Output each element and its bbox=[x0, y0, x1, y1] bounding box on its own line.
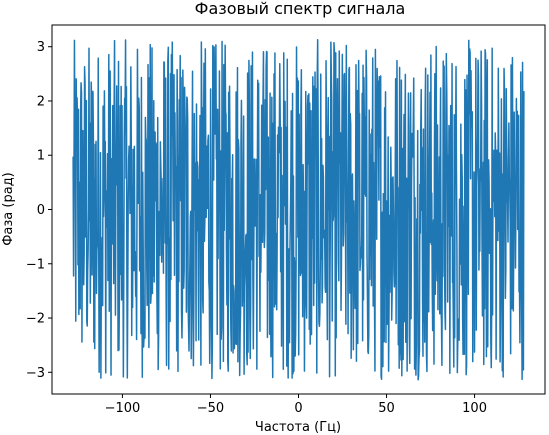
x-tick-label: 0 bbox=[294, 401, 302, 416]
y-tick-label: 0 bbox=[37, 203, 45, 218]
y-axis: −3 −2 −1 0 1 2 3 bbox=[26, 40, 52, 381]
y-tick-label: 1 bbox=[37, 149, 45, 164]
y-tick-label: −2 bbox=[26, 312, 45, 327]
x-tick-label: −50 bbox=[197, 401, 224, 416]
chart-title: Фазовый спектр сигнала bbox=[195, 0, 406, 18]
y-tick-label: −3 bbox=[26, 366, 45, 381]
phase-series-line bbox=[72, 38, 525, 381]
y-tick-label: 3 bbox=[37, 40, 45, 55]
x-tick-label: −100 bbox=[105, 401, 141, 416]
x-tick-label: 100 bbox=[462, 401, 487, 416]
series-layer bbox=[72, 38, 525, 381]
y-tick-label: −1 bbox=[26, 257, 45, 272]
x-tick-label: 50 bbox=[378, 401, 395, 416]
x-axis: −100 −50 0 50 100 bbox=[105, 394, 487, 416]
x-axis-label: Частота (Гц) bbox=[255, 420, 341, 435]
y-tick-label: 2 bbox=[37, 94, 45, 109]
y-axis-label: Фаза (рад) bbox=[1, 172, 16, 246]
plot-area bbox=[51, 24, 546, 395]
